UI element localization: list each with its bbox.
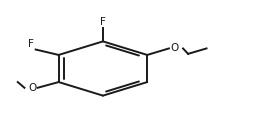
Text: O: O — [170, 43, 179, 53]
Text: F: F — [100, 17, 106, 27]
Text: O: O — [28, 83, 36, 93]
Text: F: F — [28, 39, 34, 49]
